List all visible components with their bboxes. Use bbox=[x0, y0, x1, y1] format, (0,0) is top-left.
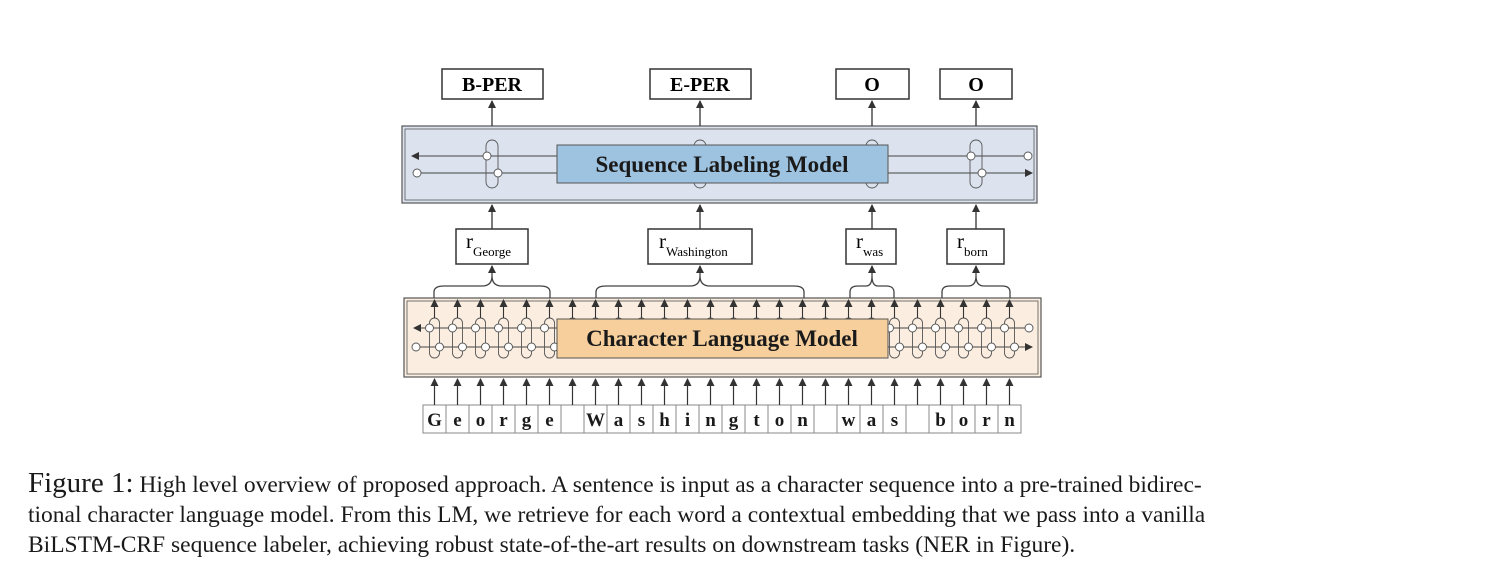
character-cell: W bbox=[583, 404, 608, 434]
character-label: o bbox=[775, 410, 785, 431]
character-label: h bbox=[659, 410, 670, 431]
character-input-arrows bbox=[430, 299, 1014, 405]
character-label: W bbox=[586, 410, 605, 431]
character-label: n bbox=[797, 410, 808, 431]
embedding-label: rWashington bbox=[659, 229, 728, 259]
sequence-to-label-arrows bbox=[488, 100, 980, 126]
char-model-label-box bbox=[556, 318, 889, 359]
character-cell: h bbox=[652, 404, 677, 434]
character-label: a bbox=[614, 410, 624, 431]
word-embeddings: rGeorge rWashington rwas rborn bbox=[455, 228, 1005, 265]
character-label: g bbox=[729, 410, 739, 431]
figure-caption: Figure 1: High level overview of propose… bbox=[28, 468, 1428, 560]
sequence-labeling-model: Sequence Labeling Model bbox=[401, 125, 1038, 204]
character-cell: G bbox=[422, 404, 447, 434]
output-label: E-PER bbox=[670, 74, 731, 96]
character-label: r bbox=[499, 410, 508, 431]
space-cell bbox=[560, 404, 585, 434]
character-label: w bbox=[842, 410, 856, 431]
character-cell: o bbox=[767, 404, 792, 434]
embedding-to-sequence-arrows bbox=[488, 204, 980, 229]
caption-line-3: BiLSTM-CRF sequence labeler, achieving r… bbox=[28, 532, 1076, 558]
character-cell: r bbox=[491, 404, 516, 434]
embedding-label: rborn bbox=[957, 229, 988, 259]
embedding-label: rwas bbox=[856, 229, 883, 259]
character-label: o bbox=[476, 410, 486, 431]
word-grouping-braces bbox=[433, 265, 1011, 298]
character-label: n bbox=[705, 410, 716, 431]
output-label: B-PER bbox=[462, 74, 523, 96]
char-model-label: Character Language Model bbox=[586, 326, 858, 351]
character-cell: g bbox=[514, 404, 539, 434]
character-label: o bbox=[959, 410, 969, 431]
character-label: e bbox=[545, 410, 553, 431]
caption-lead: Figure 1: bbox=[28, 467, 134, 499]
caption-text: High level overview of proposed approach… bbox=[139, 472, 1202, 498]
char-model-frame bbox=[403, 297, 1042, 378]
caption-line-1: Figure 1: High level overview of propose… bbox=[28, 468, 1428, 500]
character-cell: o bbox=[951, 404, 976, 434]
character-cell: s bbox=[629, 404, 654, 434]
space-cell bbox=[813, 404, 838, 434]
character-cell: b bbox=[928, 404, 953, 434]
character-cell: r bbox=[974, 404, 999, 434]
character-label: s bbox=[891, 410, 898, 431]
character-label: i bbox=[685, 410, 690, 431]
character-cell: n bbox=[790, 404, 815, 434]
output-labels: B-PER E-PER O O bbox=[441, 68, 1013, 100]
sequence-model-label: Sequence Labeling Model bbox=[595, 152, 848, 177]
space-cell bbox=[905, 404, 930, 434]
character-label: r bbox=[982, 410, 991, 431]
character-cell: w bbox=[836, 404, 861, 434]
character-label: t bbox=[753, 410, 760, 431]
character-language-model: Character Language Model bbox=[403, 297, 1042, 378]
character-cell: s bbox=[882, 404, 907, 434]
character-cell: e bbox=[537, 404, 562, 434]
architecture-diagram: Sequence Labeling Model Character Langua… bbox=[401, 68, 1042, 434]
character-cell: n bbox=[698, 404, 723, 434]
character-cell: n bbox=[997, 404, 1022, 434]
character-cell: a bbox=[859, 404, 884, 434]
character-cell: o bbox=[468, 404, 493, 434]
sequence-model-label-box bbox=[556, 144, 889, 184]
output-label: O bbox=[864, 74, 880, 96]
character-label: a bbox=[867, 410, 877, 431]
character-cell: e bbox=[445, 404, 470, 434]
character-cell: g bbox=[721, 404, 746, 434]
character-cell: i bbox=[675, 404, 700, 434]
character-label: e bbox=[453, 410, 461, 431]
character-label: b bbox=[935, 410, 946, 431]
embedding-label: rGeorge bbox=[466, 229, 511, 259]
caption-line-2: tional character language model. From th… bbox=[28, 502, 1206, 528]
character-label: n bbox=[1004, 410, 1015, 431]
character-label: G bbox=[427, 410, 442, 431]
character-cell: a bbox=[606, 404, 631, 434]
output-label: O bbox=[968, 74, 984, 96]
character-cell: t bbox=[744, 404, 769, 434]
character-label: s bbox=[638, 410, 645, 431]
character-label: g bbox=[522, 410, 532, 431]
